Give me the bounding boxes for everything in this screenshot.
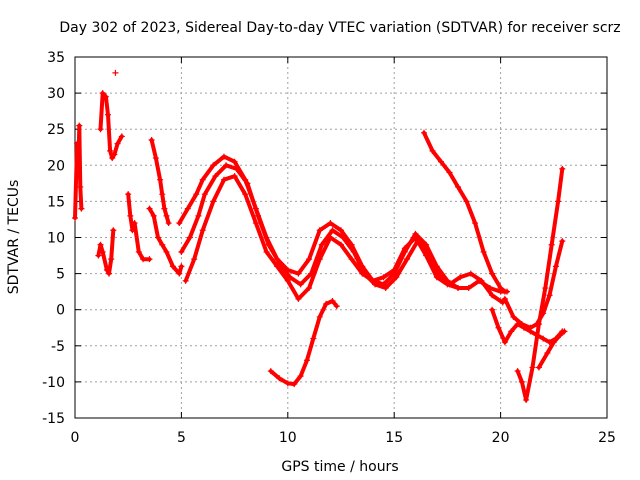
data-point (77, 184, 83, 190)
y-tick-label: 15 (47, 194, 65, 210)
series-late-trace-3 (502, 238, 565, 331)
y-tick-label: 0 (56, 303, 65, 319)
y-tick-label: 10 (47, 231, 65, 247)
y-axis-title: SDTVAR / TECUs (6, 180, 22, 295)
data-point (146, 256, 152, 262)
x-axis: 0 5 10 15 20 25 (71, 57, 616, 446)
series-cluster-2.5-3.5 (125, 191, 152, 262)
x-axis-title: GPS time / hours (281, 459, 398, 475)
y-tick-label: 20 (47, 158, 65, 174)
y-tick-label: 30 (47, 86, 65, 102)
data-point (112, 70, 118, 76)
y-tick-label: 5 (56, 267, 65, 283)
y-tick-label: -15 (42, 411, 65, 427)
x-tick-label: 15 (385, 430, 403, 446)
series-low-arc (268, 298, 340, 387)
y-tick-label: 25 (47, 122, 65, 138)
series-early-spike-1 (95, 227, 116, 276)
series-outlier (112, 70, 118, 76)
series-layer (72, 70, 567, 403)
data-point (76, 123, 82, 129)
y-tick-label: -5 (51, 339, 65, 355)
series-line (101, 93, 122, 158)
x-tick-label: 25 (598, 430, 616, 446)
y-tick-label: 35 (47, 50, 65, 66)
series-early-spike-2 (98, 90, 125, 161)
series-late-trace-4 (536, 328, 568, 370)
y-tick-label: -10 (42, 375, 65, 391)
sdtvar-chart: Day 302 of 2023, Sidereal Day-to-day VTE… (0, 0, 640, 480)
x-tick-label: 10 (279, 430, 297, 446)
series-early-column (72, 123, 84, 221)
x-tick-label: 0 (71, 430, 80, 446)
x-tick-label: 20 (492, 430, 510, 446)
x-tick-label: 5 (177, 430, 186, 446)
data-point (78, 206, 84, 212)
chart-title: Day 302 of 2023, Sidereal Day-to-day VTE… (59, 20, 620, 36)
data-point (98, 126, 104, 132)
data-point (72, 215, 78, 221)
series-line (271, 301, 337, 384)
